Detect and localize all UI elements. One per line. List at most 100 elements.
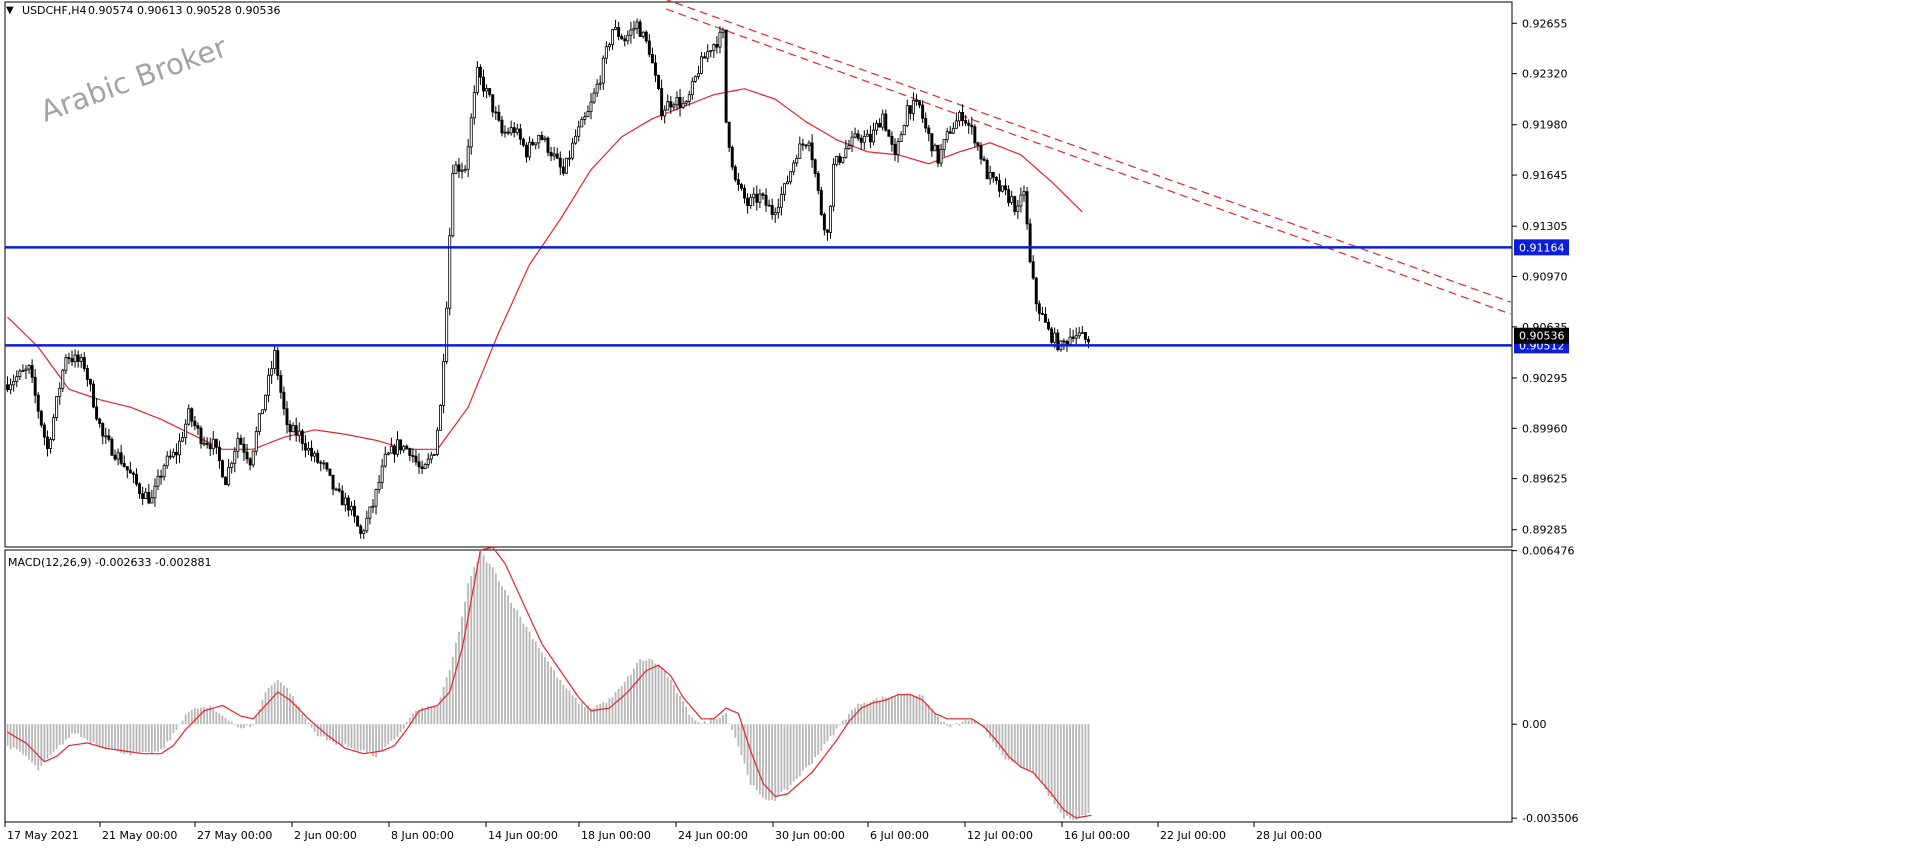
candle-body (1056, 332, 1060, 351)
candle-body (359, 525, 363, 534)
chart-symbol: USDCHF,H4 (22, 4, 87, 17)
macd-histogram-bar (516, 610, 519, 725)
macd-histogram-bar (590, 708, 592, 725)
macd-histogram-bar (473, 567, 476, 725)
macd-histogram-bar (728, 723, 731, 725)
candle-body (1071, 336, 1075, 339)
trendline-2[interactable] (666, 8, 1511, 315)
candle-body (924, 117, 928, 129)
macd-histogram-bar (304, 717, 307, 725)
candle-body (85, 368, 89, 380)
candle-body (386, 452, 390, 455)
macd-histogram-bar (427, 706, 430, 725)
candle-body (611, 29, 614, 46)
candle-body (445, 307, 449, 362)
macd-histogram-bar (1044, 724, 1047, 790)
macd-histogram-bar (123, 724, 126, 755)
macd-histogram-bar (709, 718, 712, 725)
macd-histogram-bar (485, 562, 488, 725)
candle-body (9, 384, 13, 390)
macd-histogram-bar (120, 724, 123, 753)
macd-histogram-bar (835, 724, 838, 729)
candle-body (482, 76, 485, 92)
candle-body (371, 505, 375, 508)
macd-histogram-bar (909, 693, 912, 725)
macd-axis-label: -0.003506 (1522, 812, 1578, 825)
candle-body (230, 462, 234, 468)
macd-histogram-bar (844, 719, 847, 725)
candle-body (1050, 328, 1054, 343)
macd-histogram-bar (89, 724, 92, 744)
macd-histogram-bar (80, 724, 83, 737)
candle-body (156, 475, 160, 487)
time-axis-label: 14 Jun 00:00 (488, 829, 558, 842)
trendline-1[interactable] (651, 0, 1511, 303)
candle-body (773, 212, 777, 216)
macd-histogram-bar (335, 724, 338, 745)
macd-histogram-bar (95, 724, 98, 747)
macd-histogram-bar (28, 724, 30, 760)
candle-body (27, 365, 31, 370)
macd-histogram-bar (147, 724, 150, 753)
candle-body (1065, 341, 1069, 345)
macd-histogram-bar (608, 698, 611, 725)
candle-body (417, 461, 421, 468)
macd-histogram-bar (989, 724, 992, 739)
candle-body (239, 437, 243, 445)
moving-average-layer (7, 88, 1083, 450)
candle-body (15, 376, 19, 382)
candle-body (214, 438, 218, 448)
macd-histogram-bar (525, 626, 528, 725)
macd-histogram-bar (9, 724, 12, 750)
macd-histogram-bar (1062, 724, 1065, 819)
candle-body (528, 141, 532, 158)
candle-body (776, 206, 780, 213)
macd-histogram-bar (273, 682, 276, 725)
candle-body (890, 135, 894, 145)
candle-body (859, 137, 863, 143)
candle-body (264, 394, 267, 411)
candle-body (739, 184, 743, 189)
macd-histogram-bar (915, 695, 918, 725)
macd-histogram-bar (513, 607, 516, 725)
header-arrow-icon[interactable]: ▼ (6, 5, 14, 16)
candle-body (1040, 312, 1044, 315)
candle-body (718, 31, 722, 48)
macd-header: MACD(12,26,9) -0.002633 -0.002881 (8, 556, 211, 569)
macd-histogram-bar (740, 724, 743, 756)
candle-body (543, 137, 547, 140)
macd-histogram-bar (672, 684, 675, 725)
macd-histogram-bar (1056, 724, 1059, 809)
candle-body (276, 350, 280, 376)
candle-body (798, 143, 802, 159)
macd-histogram-bar (878, 700, 881, 725)
candle-body (829, 205, 832, 233)
candle-body (472, 92, 476, 119)
candle-body (985, 159, 989, 180)
trendline-layer[interactable] (651, 0, 1511, 315)
candle-body (297, 430, 301, 436)
candle-body (377, 481, 381, 490)
candle-body (402, 445, 406, 451)
candle-body (307, 447, 310, 451)
candle-body (49, 439, 53, 449)
macd-histogram-bar (264, 692, 267, 725)
macd-histogram-bar (522, 623, 525, 725)
macd-histogram-bar (768, 724, 771, 801)
macd-histogram-bar (1072, 724, 1075, 820)
macd-histogram-bar (657, 664, 660, 725)
macd-histogram-bar (126, 724, 129, 754)
macd-histogram-bar (537, 647, 540, 725)
candle-body (227, 467, 231, 486)
price-axis-label: 0.91980 (1522, 119, 1568, 132)
candle-body (515, 128, 519, 133)
macd-histogram-bar (553, 670, 556, 725)
candle-body (531, 141, 535, 146)
macd-histogram-bar (829, 724, 832, 737)
candle-body (242, 443, 246, 453)
macd-histogram-bar (894, 696, 896, 725)
candle-body (1074, 335, 1078, 339)
